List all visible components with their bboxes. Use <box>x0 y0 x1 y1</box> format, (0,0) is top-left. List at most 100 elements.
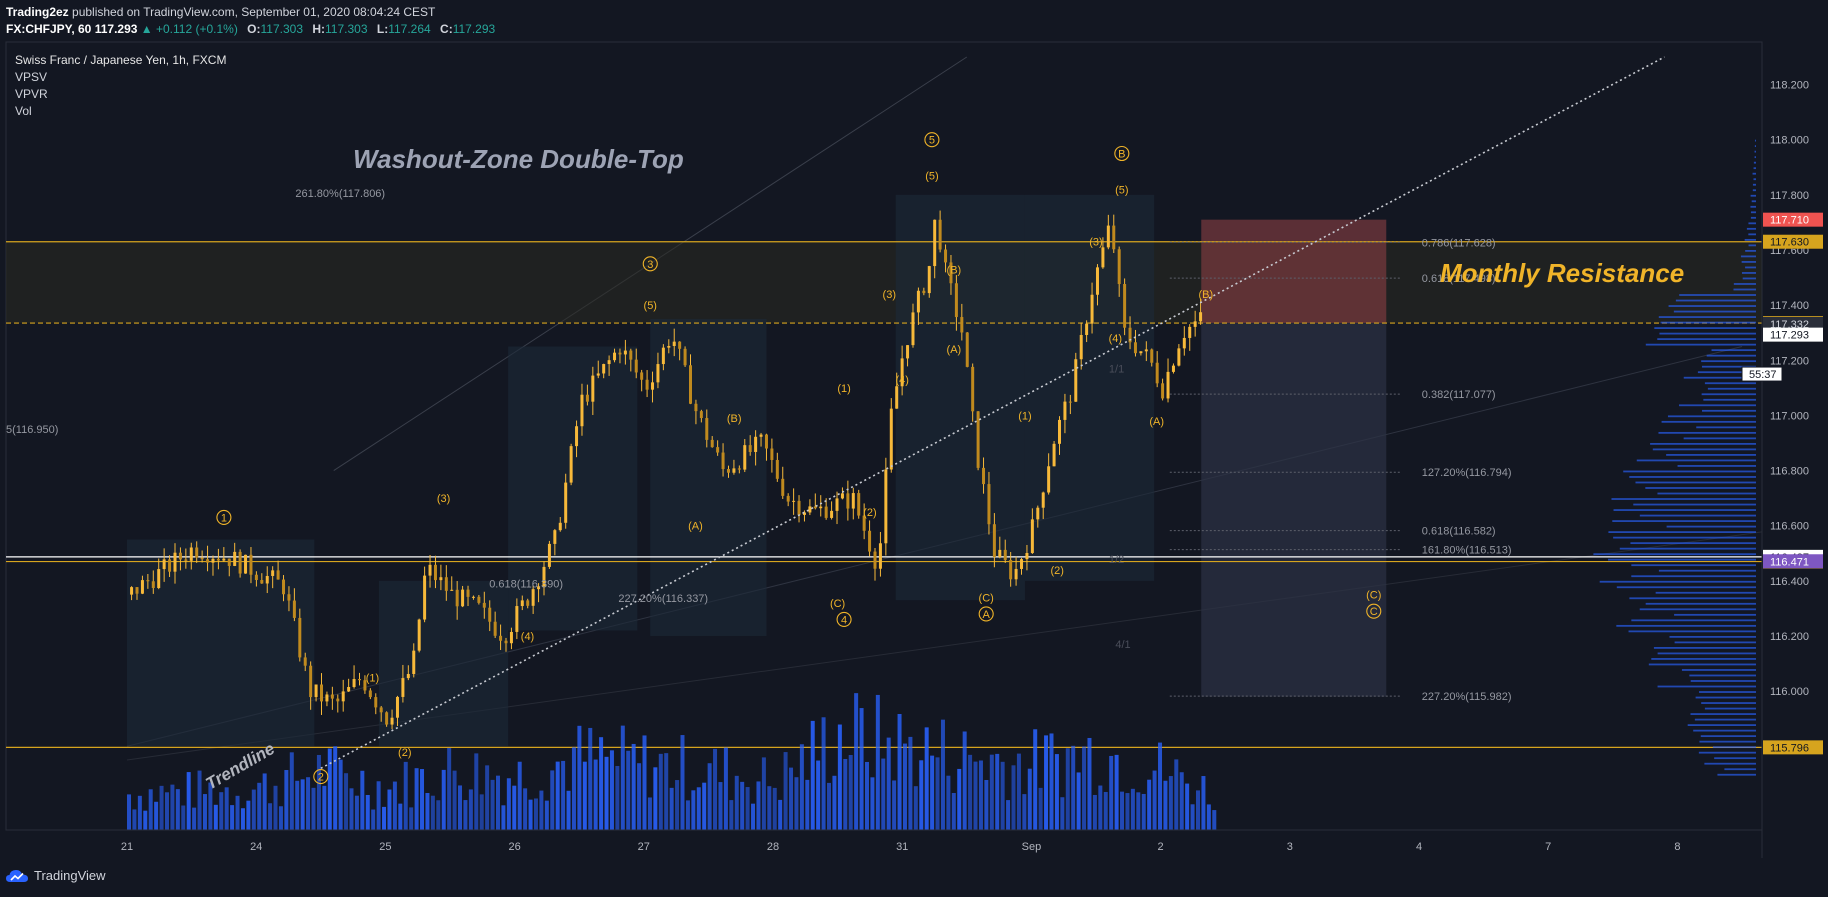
candle-body <box>542 566 546 587</box>
open-key: O: <box>247 22 261 36</box>
volume-profile-row <box>1652 448 1756 451</box>
candle-body <box>906 345 910 359</box>
tradingview-logo[interactable]: TradingView <box>6 868 106 883</box>
symbol-label[interactable]: FX:CHFJPY, 60 <box>6 22 92 36</box>
x-tick-label: Sep <box>1022 841 1042 853</box>
level-price-text: 117.630 <box>1770 237 1809 249</box>
price-axis[interactable] <box>1762 42 1828 858</box>
candle-body <box>330 694 334 699</box>
volume-profile-row <box>1667 415 1756 418</box>
candle-body <box>830 510 834 518</box>
volume-bar <box>224 787 229 830</box>
candle-body <box>1133 342 1137 354</box>
volume-profile-row <box>1712 746 1756 749</box>
candle-body <box>1128 327 1132 343</box>
candle-body <box>493 621 497 636</box>
volume-bar <box>767 786 772 830</box>
volume-profile-row <box>1714 757 1756 760</box>
volume-profile-box <box>127 539 315 747</box>
volume-profile-row <box>1657 338 1756 341</box>
volume-bar <box>382 806 387 830</box>
volume-bar <box>593 759 598 830</box>
candle-body <box>271 570 275 576</box>
candle-body <box>732 468 736 473</box>
volume-profile-row <box>1675 299 1756 302</box>
candle-body <box>395 696 399 718</box>
legend-indicator-vpsv[interactable]: VPSV <box>15 70 48 84</box>
wave-label: (4) <box>1109 333 1122 345</box>
candle-body <box>938 219 942 250</box>
volume-bar <box>458 785 463 830</box>
volume-bar <box>387 789 392 830</box>
price-chart[interactable]: 0.786(117.628) 0.618(117.498) 0.382(117.07… <box>0 0 1828 858</box>
volume-profile-row <box>1717 773 1756 776</box>
volume-bar <box>306 777 311 830</box>
volume-bar <box>588 727 593 830</box>
volume-bar <box>778 799 783 830</box>
wave-label: (C) <box>830 598 845 610</box>
candle-body <box>450 589 454 591</box>
volume-bar <box>322 785 327 830</box>
volume-bar <box>143 810 148 830</box>
volume-profile-row <box>1619 547 1756 550</box>
x-tick-label: 21 <box>121 841 133 853</box>
candle-body <box>1041 492 1045 508</box>
wave-label: 2 <box>318 772 324 784</box>
x-tick-label: 8 <box>1674 841 1680 853</box>
wave-circle <box>1366 603 1382 619</box>
volume-bar <box>262 773 267 830</box>
volume-bar <box>1022 794 1027 830</box>
candle-body <box>477 596 481 603</box>
volume-profile-row <box>1754 139 1756 142</box>
candle-body <box>520 600 524 607</box>
volume-profile-row <box>1629 597 1756 600</box>
volume-bar <box>164 792 169 830</box>
wave-label: (B) <box>947 264 962 276</box>
volume-profile-row <box>1659 332 1756 335</box>
close-key: C: <box>440 22 453 36</box>
candle-body <box>482 602 486 608</box>
candle-body <box>352 678 356 688</box>
candle-body <box>260 580 264 584</box>
volume-bar <box>213 804 218 830</box>
volume-bar <box>1082 746 1087 830</box>
candle-body <box>151 581 155 589</box>
candle-body <box>634 359 638 373</box>
price-tag <box>1763 212 1823 227</box>
y-tick-label: 117.000 <box>1770 410 1809 422</box>
wave-label: (5) <box>644 300 657 312</box>
wave-label: (C) <box>1366 590 1381 602</box>
volume-bar <box>523 788 528 830</box>
legend-indicator-vpvr[interactable]: VPVR <box>15 87 48 101</box>
candle-body <box>672 341 676 346</box>
volume-profile-row <box>1683 376 1756 379</box>
author-name[interactable]: Trading2ez <box>6 5 69 19</box>
legend-indicator-vol[interactable]: Vol <box>15 104 32 118</box>
candle-body <box>759 434 763 437</box>
volume-bar <box>447 747 452 830</box>
volume-bar <box>550 770 555 830</box>
volume-bar <box>919 760 924 830</box>
volume-profile-row <box>1750 216 1756 219</box>
candle-body <box>401 678 405 697</box>
footer: TradingView <box>0 858 1828 897</box>
volume-profile-row <box>1651 658 1756 660</box>
fib-label: 5(116.950) <box>6 424 58 436</box>
volume-bar <box>892 780 897 830</box>
volume-bar <box>864 761 869 830</box>
volume-profile-row <box>1593 553 1756 556</box>
legend-title[interactable]: Swiss Franc / Japanese Yen, 1h, FXCM <box>15 53 227 67</box>
volume-bar <box>794 777 799 830</box>
volume-bar <box>783 752 788 830</box>
volume-bar <box>1098 785 1103 830</box>
volume-profile-row <box>1701 360 1756 363</box>
price-tag-text: 117.293 <box>1770 330 1809 342</box>
candle-body <box>710 439 714 448</box>
chart-header: Trading2ez published on TradingView.com,… <box>0 0 1828 42</box>
chart-legend: Swiss Franc / Japanese Yen, 1h, FXCM VPS… <box>15 52 226 120</box>
last-price: 117.293 <box>94 22 138 36</box>
volume-bar <box>832 775 837 830</box>
candle-body <box>878 543 882 569</box>
candle-body <box>298 617 302 658</box>
volume-bar <box>403 761 408 830</box>
